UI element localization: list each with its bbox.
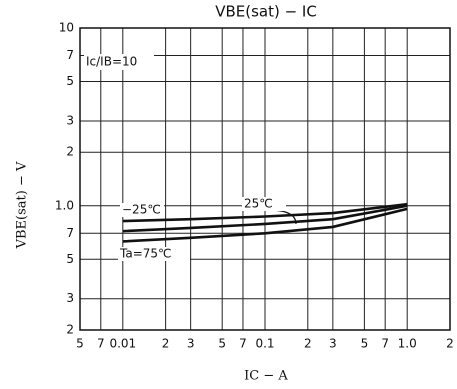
y-tick-label: 7 bbox=[66, 48, 74, 62]
y-tick-label: 5 bbox=[66, 252, 74, 266]
label-bg bbox=[84, 54, 154, 70]
x-tick-label: 5 bbox=[361, 337, 369, 351]
series-label: −25℃ bbox=[122, 203, 161, 217]
plot-frame bbox=[79, 27, 451, 331]
x-tick-label: 7 bbox=[239, 337, 247, 351]
y-tick-label: 7 bbox=[66, 226, 74, 240]
x-tick-label: 3 bbox=[329, 337, 337, 351]
label-bg bbox=[242, 197, 286, 211]
x-tick-label: 7 bbox=[381, 337, 389, 351]
x-tick-label: 0.01 bbox=[109, 337, 136, 351]
x-axis-label: IC − A bbox=[244, 369, 288, 384]
x-tick-label: 3 bbox=[187, 337, 195, 351]
y-tick-label: 1.0 bbox=[55, 198, 74, 212]
x-tick-label: 2 bbox=[162, 337, 170, 351]
series-line bbox=[122, 204, 408, 233]
series-line bbox=[122, 207, 408, 243]
x-tick-label: 5 bbox=[218, 337, 226, 351]
y-tick-label: 2 bbox=[66, 323, 74, 337]
x-tick-label: 2 bbox=[446, 337, 454, 351]
label-bg bbox=[118, 247, 190, 261]
chart-title: VBE(sat) − IC bbox=[215, 3, 317, 21]
y-tick-label: 10 bbox=[59, 21, 74, 35]
x-tick-label: 2 bbox=[304, 337, 312, 351]
y-tick-label: 3 bbox=[66, 291, 74, 305]
label-bg bbox=[120, 203, 164, 217]
x-tick-label: 7 bbox=[97, 337, 105, 351]
series-label: Ta=75℃ bbox=[119, 247, 172, 261]
x-tick-label: 0.1 bbox=[255, 337, 274, 351]
series-line bbox=[122, 202, 408, 223]
y-tick-label: 5 bbox=[66, 74, 74, 88]
y-tick-label: 2 bbox=[66, 145, 74, 159]
series-label: 25℃ bbox=[244, 197, 273, 211]
x-tick-label: 5 bbox=[76, 337, 84, 351]
annotation: Ic/IB=10 bbox=[86, 55, 137, 69]
x-tick-label: 1.0 bbox=[398, 337, 417, 351]
y-tick-label: 3 bbox=[66, 113, 74, 127]
y-axis-label: VBE(sat) − V bbox=[15, 161, 30, 249]
